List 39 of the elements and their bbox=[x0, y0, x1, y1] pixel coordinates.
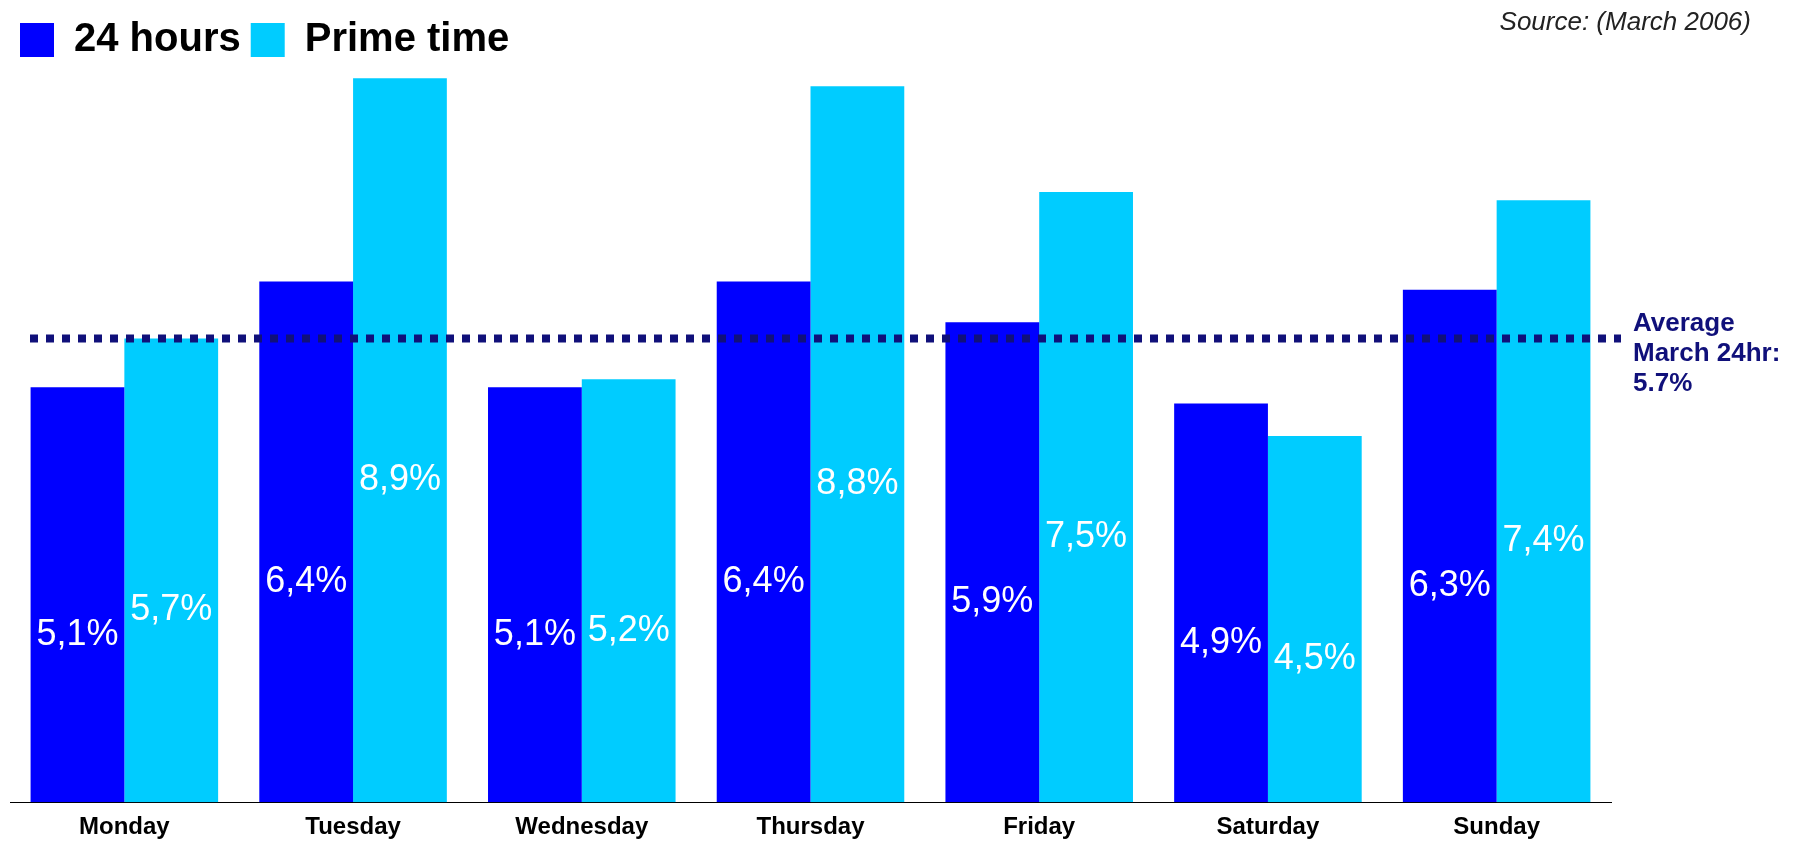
data-label: 7,5% bbox=[1045, 514, 1128, 556]
data-label: 5,2% bbox=[587, 607, 670, 649]
bar bbox=[30, 387, 125, 803]
x-tick-label: Friday bbox=[1003, 812, 1076, 840]
bar bbox=[1402, 289, 1497, 803]
x-tick-label: Wednesday bbox=[515, 812, 649, 840]
bar bbox=[353, 78, 447, 803]
bar bbox=[1496, 200, 1591, 803]
data-label: 6,4% bbox=[265, 558, 348, 600]
data-label: 8,8% bbox=[816, 461, 899, 503]
bar bbox=[1174, 403, 1268, 803]
bar bbox=[1039, 192, 1133, 803]
x-tick-label: Saturday bbox=[1216, 812, 1320, 840]
x-tick-label: Monday bbox=[79, 812, 171, 840]
bar bbox=[124, 338, 219, 803]
bar bbox=[488, 387, 582, 803]
data-label: 6,3% bbox=[1408, 562, 1491, 604]
data-label: 4,5% bbox=[1273, 636, 1356, 678]
data-label: 8,9% bbox=[358, 457, 441, 499]
bar bbox=[259, 281, 354, 803]
data-label: 5,9% bbox=[951, 579, 1034, 621]
x-tick-label: Thursday bbox=[756, 812, 866, 840]
data-label: 4,9% bbox=[1180, 619, 1263, 661]
bar bbox=[810, 86, 905, 803]
bar bbox=[945, 322, 1040, 803]
bar bbox=[1267, 436, 1362, 803]
ref-line-label: Average March 24hr: 5.7% bbox=[1633, 306, 1781, 397]
data-label: 7,4% bbox=[1502, 518, 1585, 560]
data-label: 5,1% bbox=[493, 611, 576, 653]
data-label: 5,7% bbox=[130, 587, 213, 629]
source-note: Source: (March 2006) bbox=[1499, 6, 1751, 37]
x-tick-label: Tuesday bbox=[305, 812, 402, 840]
data-label: 6,4% bbox=[722, 558, 805, 600]
data-label: 5,1% bbox=[36, 611, 119, 653]
x-tick-label: Sunday bbox=[1453, 812, 1541, 840]
bar bbox=[581, 379, 676, 803]
legend-label: Prime time bbox=[304, 15, 510, 60]
bar bbox=[716, 281, 811, 803]
legend-label: 24 hours bbox=[74, 15, 241, 60]
